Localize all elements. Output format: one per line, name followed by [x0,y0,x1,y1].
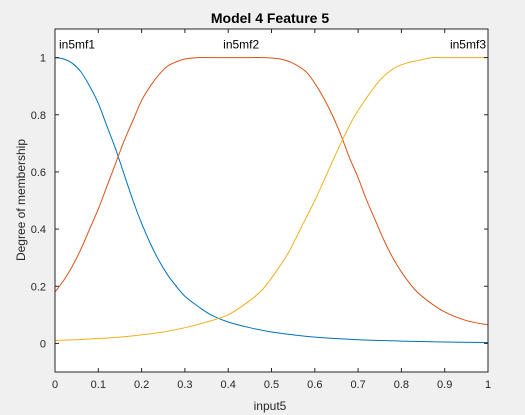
y-tick-label: 1 [40,53,46,65]
x-tick-label: 0.1 [91,379,106,391]
series-line-in5mf1 [54,57,489,344]
y-tick-label: 0.2 [31,281,46,293]
x-tick-label: 0 [52,379,58,391]
y-axis-label: Degree of membership [14,139,28,261]
chart-title: Model 4 Feature 5 [211,10,329,26]
y-tick-label: 0.4 [31,224,46,236]
y-axis-ticks: 0 0.2 0.4 0.6 0.8 1 [31,53,488,350]
x-tick-label: 0.2 [134,379,149,391]
mf-label-in5mf1: in5mf1 [59,38,95,52]
y-tick-label: 0 [40,338,46,350]
series-line-in5mf3 [54,56,488,342]
x-axis-label: input5 [254,399,287,413]
x-tick-label: 0.7 [350,379,365,391]
x-tick-label: 0.3 [177,379,192,391]
mf-label-in5mf2: in5mf2 [223,38,259,52]
y-tick-label: 0.6 [31,167,46,179]
membership-curves [54,56,489,344]
x-tick-label: 0.4 [221,379,236,391]
x-tick-label: 1 [485,379,491,391]
x-tick-label: 0.9 [437,379,452,391]
x-tick-label: 0.5 [264,379,279,391]
y-tick-label: 0.8 [31,110,46,122]
series-line-in5mf2 [54,56,489,326]
mf-labels: in5mf1 in5mf2 in5mf3 [59,38,486,52]
x-tick-label: 0.8 [394,379,409,391]
plot-area [55,29,488,372]
mf-label-in5mf3: in5mf3 [450,38,486,52]
x-axis-ticks: 0 0.1 0.2 0.3 0.4 0.5 0.6 0.7 0.8 0.9 1 [52,29,491,391]
x-tick-label: 0.6 [307,379,322,391]
